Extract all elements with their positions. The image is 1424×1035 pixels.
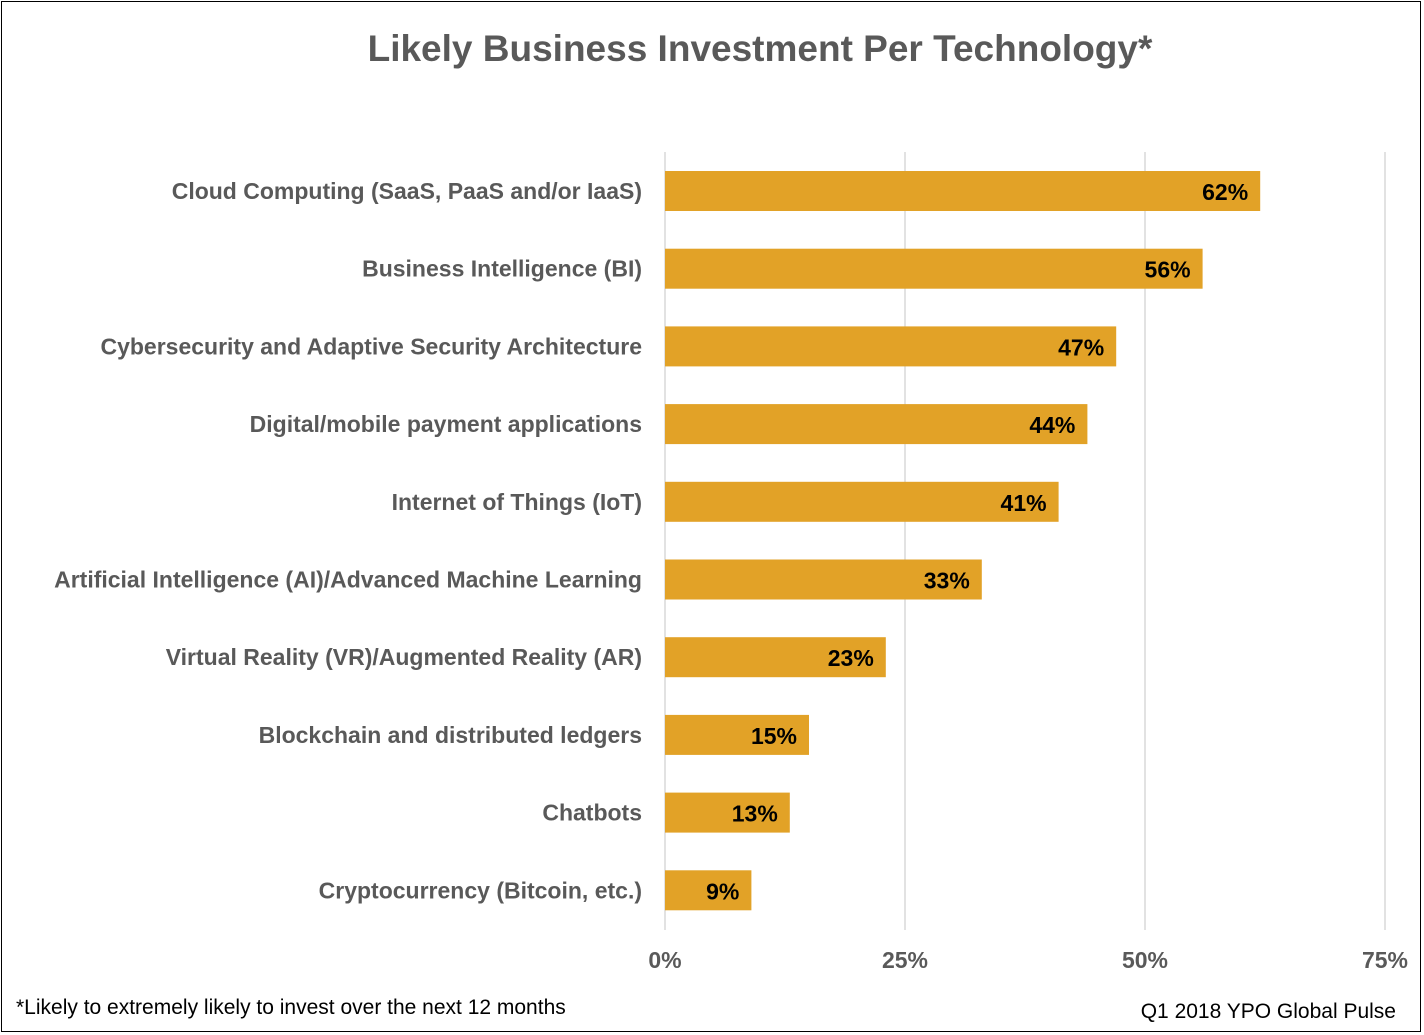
data-label: 13%: [732, 801, 778, 827]
category-label: Blockchain and distributed ledgers: [259, 722, 642, 748]
data-label: 23%: [828, 645, 874, 671]
category-label: Cryptocurrency (Bitcoin, etc.): [319, 877, 642, 903]
bar: [665, 326, 1117, 367]
bar: [665, 404, 1088, 445]
x-axis-tick-labels: 0% 25% 50% 75%: [648, 947, 1408, 973]
bar: [665, 481, 1059, 522]
category-label: Cybersecurity and Adaptive Security Arch…: [100, 333, 642, 359]
x-tick-label: 0%: [648, 947, 681, 973]
bars: [665, 171, 1261, 911]
category-label: Cloud Computing (SaaS, PaaS and/or IaaS): [172, 178, 642, 204]
x-tick-label: 25%: [882, 947, 928, 973]
x-tick-label: 50%: [1122, 947, 1168, 973]
category-label: Chatbots: [542, 800, 642, 826]
category-labels: Cloud Computing (SaaS, PaaS and/or IaaS)…: [54, 178, 642, 903]
source-note: Q1 2018 YPO Global Pulse: [1140, 1000, 1396, 1023]
data-label: 44%: [1029, 412, 1075, 438]
data-label: 56%: [1145, 257, 1191, 283]
bar: [665, 792, 790, 833]
bar: [665, 559, 982, 600]
data-label: 41%: [1001, 490, 1047, 516]
x-tick-label: 75%: [1362, 947, 1408, 973]
bar: [665, 637, 886, 678]
data-label: 9%: [706, 878, 739, 904]
bar: [665, 714, 809, 755]
footnote: *Likely to extremely likely to invest ov…: [16, 996, 566, 1019]
data-label: 62%: [1202, 179, 1248, 205]
chart-title: Likely Business Investment Per Technolog…: [367, 28, 1153, 69]
data-labels: 62% 56% 47% 44% 41% 33% 23% 15% 13% 9%: [706, 179, 1248, 904]
category-label: Artificial Intelligence (AI)/Advanced Ma…: [54, 567, 642, 593]
data-label: 33%: [924, 568, 970, 594]
data-label: 47%: [1058, 334, 1104, 360]
category-label: Business Intelligence (BI): [362, 256, 642, 282]
data-label: 15%: [751, 723, 797, 749]
category-label: Internet of Things (IoT): [392, 489, 642, 515]
category-label: Virtual Reality (VR)/Augmented Reality (…: [166, 644, 642, 670]
bar: [665, 248, 1203, 289]
bar: [665, 870, 752, 911]
category-label: Digital/mobile payment applications: [250, 411, 642, 437]
bar: [665, 171, 1261, 211]
